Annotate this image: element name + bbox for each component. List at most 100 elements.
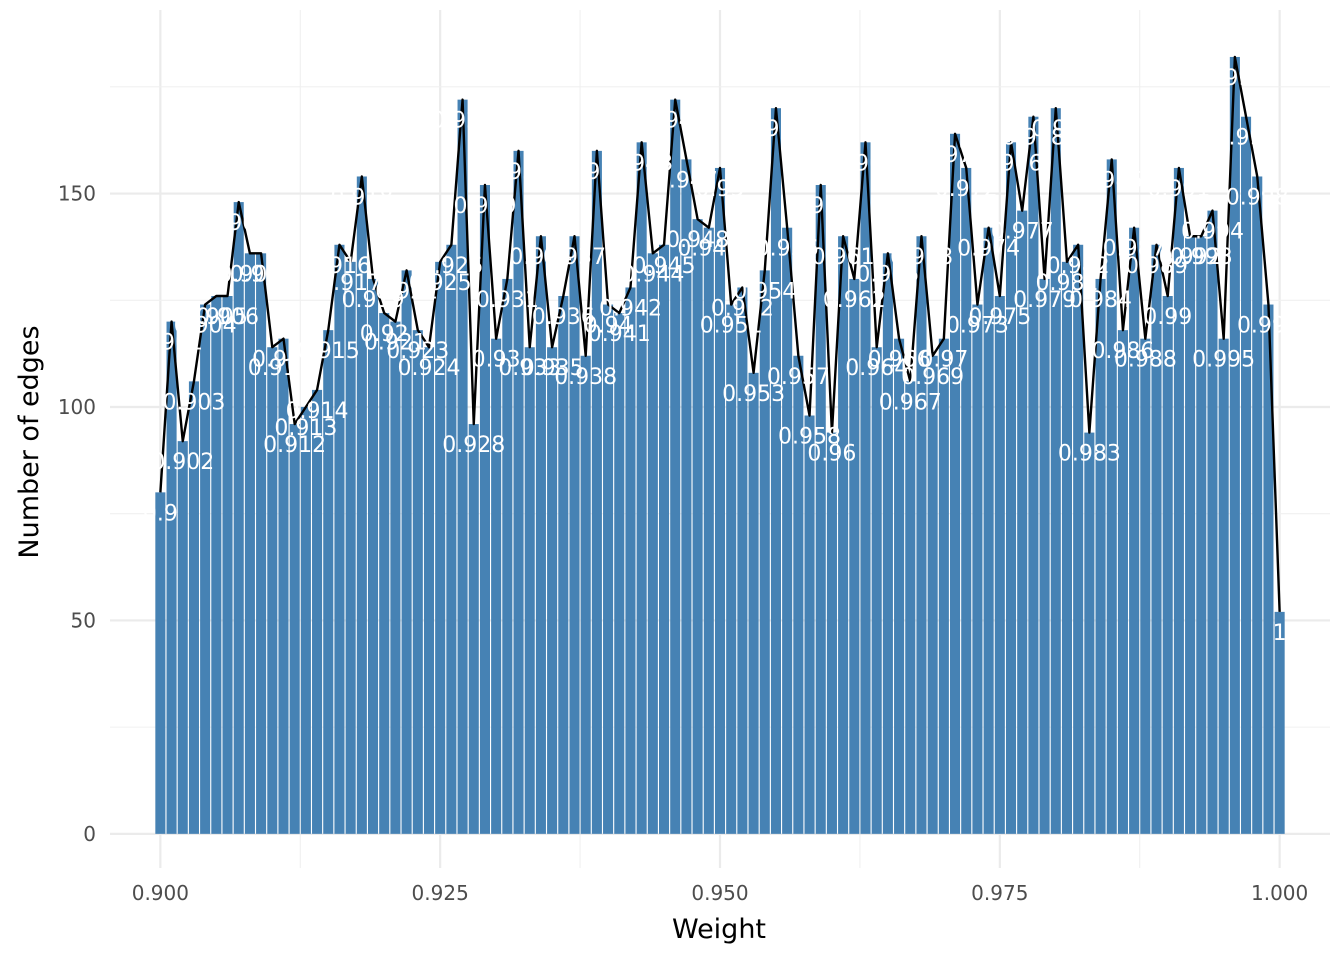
data-label: 0.949: [677, 237, 740, 262]
data-label: 0.928: [442, 433, 505, 458]
bar: [412, 330, 423, 834]
data-label: 0.983: [1058, 442, 1121, 467]
data-label: 0.942: [599, 296, 662, 321]
data-label: 0.944: [621, 262, 684, 287]
data-label: 0.913: [274, 416, 337, 441]
data-label: 0.977: [991, 220, 1054, 245]
bar: [871, 347, 882, 834]
y-tick-label: 0: [83, 822, 96, 846]
bar: [423, 347, 435, 834]
bar: [345, 261, 356, 834]
data-label: 0.921: [364, 331, 427, 356]
bar: [491, 338, 502, 834]
data-label: 0.981: [1035, 271, 1098, 296]
y-axis-title: Number of edges: [14, 325, 45, 558]
data-label: 0.964: [845, 356, 908, 381]
y-tick-label: 150: [58, 182, 96, 206]
bar: [1028, 116, 1039, 834]
bar: [323, 330, 334, 834]
bar: [759, 270, 770, 834]
bar: [894, 338, 905, 834]
data-label: 0.996: [1203, 66, 1266, 91]
bar: [390, 321, 401, 834]
bar: [591, 150, 602, 834]
bar: [1129, 227, 1140, 834]
data-label: 0.952: [711, 296, 774, 321]
data-label: 0.935: [521, 356, 584, 381]
data-label: 0.99: [1143, 305, 1192, 330]
bar: [1173, 167, 1184, 834]
data-label: 0.902: [151, 450, 214, 475]
bar: [188, 381, 199, 834]
data-label: 0.994: [1181, 220, 1244, 245]
bar: [916, 236, 927, 834]
bar: [233, 202, 244, 834]
data-label: 0.927: [431, 109, 494, 134]
bar: [1106, 159, 1117, 834]
data-label: 0.962: [823, 288, 886, 313]
bar: [681, 159, 692, 834]
data-label: 0.923: [386, 339, 449, 364]
bar: [289, 424, 300, 834]
data-label: 0.919: [342, 288, 405, 313]
data-label: 0.94: [584, 314, 633, 339]
line-layer: [159, 55, 1281, 612]
bar: [782, 227, 793, 834]
data-label: 0.973: [946, 314, 1009, 339]
bar: [815, 185, 826, 834]
bar: [367, 278, 379, 834]
bar: [200, 304, 211, 834]
data-label: 0.986: [1091, 339, 1154, 364]
data-label: 0.92: [360, 322, 409, 347]
data-label: 0.953: [722, 382, 785, 407]
bar: [177, 441, 188, 834]
data-label: 0.936: [532, 305, 595, 330]
bar: [1274, 611, 1285, 834]
bar: [502, 278, 513, 834]
bar: [244, 253, 255, 834]
y-tick-label: 50: [71, 608, 96, 632]
data-label: 0.93: [472, 348, 521, 373]
data-label: 0.914: [286, 399, 349, 424]
bar: [737, 287, 748, 834]
trend-line: [159, 55, 1281, 612]
bar: [513, 150, 524, 834]
bar: [726, 304, 737, 834]
x-axis-title: Weight: [672, 914, 766, 945]
bar: [1117, 330, 1128, 834]
bar: [994, 296, 1005, 834]
bar: [692, 219, 703, 834]
bar: [938, 338, 949, 834]
bar: [1039, 278, 1050, 834]
data-label: 0.905: [185, 305, 248, 330]
data-label: 0.911: [252, 348, 315, 373]
data-label: 0.907: [207, 211, 270, 236]
bar: [1005, 142, 1017, 834]
bar: [625, 287, 636, 834]
data-label: 0.939: [565, 160, 628, 185]
data-label: 0.901: [140, 331, 203, 356]
data-label: 0.948: [666, 228, 729, 253]
bar: [983, 227, 994, 834]
x-tick-label: 1.000: [1251, 881, 1308, 905]
data-label: 0.943: [610, 151, 673, 176]
data-label: 0.976: [980, 151, 1043, 176]
data-label: 0.975: [968, 305, 1031, 330]
data-label: 0.915: [297, 339, 360, 364]
data-label: 0.987: [1103, 237, 1166, 262]
data-label: 0.954: [733, 279, 796, 304]
bar: [468, 424, 479, 834]
x-tick-label: 0.925: [412, 881, 469, 905]
bar: [647, 253, 658, 834]
y-tick-label: 100: [58, 395, 96, 419]
data-label: 0.926: [420, 254, 483, 279]
data-label: 0.906: [196, 305, 259, 330]
data-label: 0.972: [935, 177, 998, 202]
data-label: 0.932: [487, 160, 550, 185]
data-label: 0.925: [409, 271, 472, 296]
bar: [547, 347, 558, 834]
bar: [659, 244, 670, 834]
data-label: 0.978: [1002, 126, 1065, 151]
bar: [1140, 338, 1151, 834]
